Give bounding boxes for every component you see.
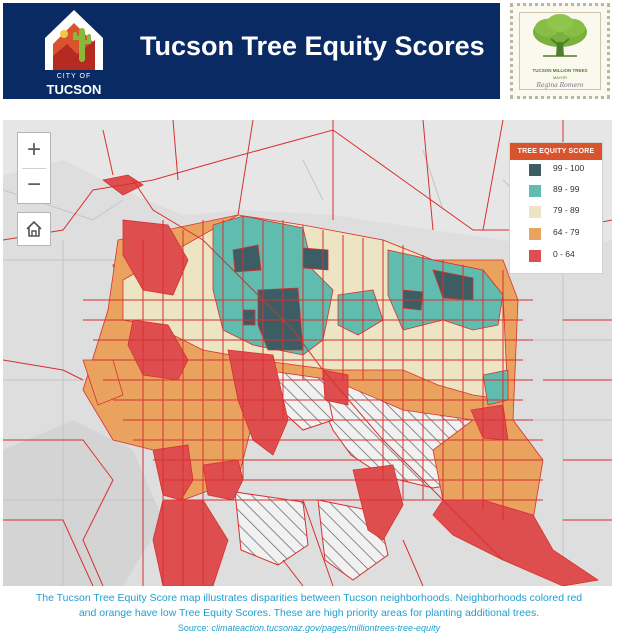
- logo-name-text: TUCSON: [46, 82, 102, 97]
- city-logo-mark-icon: [45, 10, 103, 70]
- zoom-divider: [22, 168, 46, 169]
- legend-swatch: [529, 228, 541, 240]
- badge-subtitle: MAYOR: [552, 75, 568, 80]
- boundary-lines: [3, 120, 612, 586]
- zoom-in-button[interactable]: +: [26, 136, 41, 163]
- legend-item: 0 - 64: [510, 248, 602, 266]
- legend-title: TREE EQUITY SCORE: [510, 143, 602, 160]
- legend-swatch: [529, 206, 541, 218]
- caption-line-2: and orange have low Tree Equity Scores. …: [78, 607, 540, 619]
- caption-line-1: The Tucson Tree Equity Score map illustr…: [35, 592, 583, 604]
- legend-item: 64 - 79: [510, 226, 602, 244]
- million-trees-badge: TUCSON MILLION TREES MAYOR Regina Romero: [510, 3, 610, 99]
- legend-item: 99 - 100: [510, 162, 602, 180]
- badge-signature: Regina Romero: [536, 82, 584, 89]
- map-legend: TREE EQUITY SCORE 99 - 100 89 - 99 79 - …: [509, 142, 603, 274]
- legend-label: 0 - 64: [553, 249, 575, 259]
- legend-swatch: [529, 185, 541, 197]
- page-title: Tucson Tree Equity Scores: [140, 31, 485, 61]
- legend-label: 89 - 99: [553, 184, 580, 194]
- badge-frame: [519, 12, 601, 90]
- legend-swatch: [529, 250, 541, 262]
- mountain-area: [3, 120, 612, 255]
- logo-city-text: CITY OF: [56, 73, 92, 80]
- source-label: Source:: [177, 623, 209, 633]
- legend-swatch: [529, 164, 541, 176]
- legend-item: 89 - 99: [510, 183, 602, 201]
- zoom-out-button[interactable]: −: [26, 171, 41, 198]
- caption-source: Source: climateaction.tucsonaz.gov/pages…: [0, 623, 618, 633]
- source-link[interactable]: climateaction.tucsonaz.gov/pages/million…: [211, 623, 441, 633]
- legend-item: 79 - 89: [510, 204, 602, 222]
- home-icon: [26, 221, 42, 237]
- home-button[interactable]: [17, 212, 51, 246]
- legend-label: 64 - 79: [553, 227, 580, 237]
- legend-label: 99 - 100: [553, 163, 585, 173]
- header-banner: CITY OF TUCSON Tucson Tree Equity Scores: [3, 3, 500, 99]
- badge-title: TUCSON MILLION TREES: [532, 68, 588, 73]
- legend-label: 79 - 89: [553, 205, 580, 215]
- neighborhood-polygons[interactable]: [82, 174, 600, 586]
- tree-equity-map[interactable]: + − TREE EQUITY SCORE 99 - 100 89 - 99 7…: [3, 120, 612, 586]
- city-of-tucson-logo: CITY OF TUCSON: [41, 6, 107, 97]
- terrain-area: [3, 420, 163, 586]
- zoom-controls: + −: [17, 132, 51, 204]
- tree-icon: [533, 14, 587, 57]
